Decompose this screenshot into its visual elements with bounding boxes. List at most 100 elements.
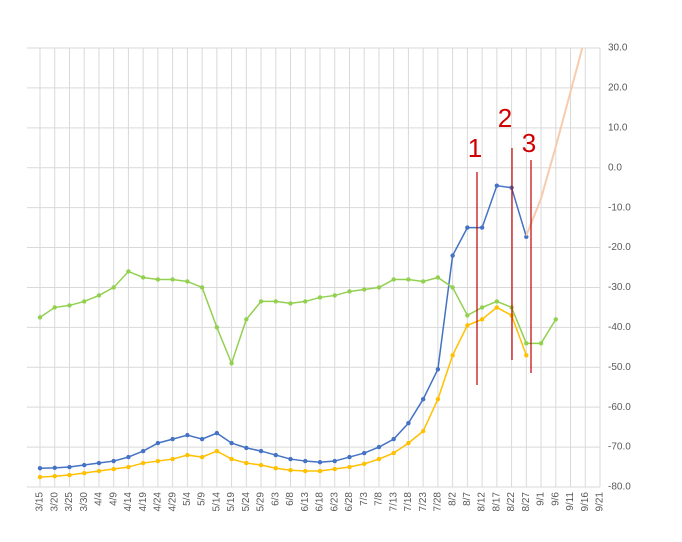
annotation: 1 <box>468 133 482 163</box>
data-point <box>376 285 382 290</box>
data-point <box>37 315 43 320</box>
x-tick-label: 4/19 <box>138 492 149 512</box>
data-point <box>435 397 441 402</box>
x-tick-label: 8/12 <box>477 492 488 512</box>
data-point <box>67 472 72 478</box>
x-tick-label: 8/2 <box>447 492 458 506</box>
data-point <box>391 436 396 442</box>
y-tick-label: 20.0 <box>608 83 628 94</box>
data-point <box>37 466 43 471</box>
data-point <box>111 466 116 472</box>
x-tick-label: 7/28 <box>433 492 444 512</box>
x-tick-label: 7/13 <box>388 492 399 512</box>
data-point <box>82 462 87 468</box>
data-point <box>524 341 529 346</box>
data-point <box>244 460 249 466</box>
data-point <box>406 440 411 446</box>
data-point <box>391 277 396 282</box>
annotation: 2 <box>498 103 512 133</box>
data-point <box>347 464 352 470</box>
data-point <box>214 430 220 436</box>
x-tick-label: 8/7 <box>462 492 473 506</box>
data-point <box>465 225 470 230</box>
data-point <box>494 305 500 310</box>
data-point <box>347 289 352 294</box>
data-point <box>288 468 293 473</box>
data-point <box>244 445 249 451</box>
data-point <box>317 460 323 465</box>
x-tick-label: 3/15 <box>35 492 46 512</box>
data-point <box>347 454 352 460</box>
x-tick-label: 5/29 <box>256 492 267 512</box>
x-tick-label: 4/14 <box>123 492 134 512</box>
data-point <box>391 450 396 456</box>
data-point <box>288 456 293 462</box>
data-point <box>288 301 293 306</box>
x-tick-label: 8/22 <box>506 492 517 512</box>
data-point <box>214 325 220 330</box>
x-tick-label: 5/4 <box>182 492 193 506</box>
data-point <box>37 474 43 480</box>
x-tick-label: 5/14 <box>211 492 222 512</box>
data-point <box>273 452 278 458</box>
x-tick-label: 9/16 <box>580 492 591 512</box>
data-point <box>199 436 205 442</box>
data-point <box>332 466 337 472</box>
data-point <box>258 462 264 468</box>
y-tick-label: -20.0 <box>608 242 631 253</box>
data-point <box>465 313 470 318</box>
data-point <box>332 458 337 464</box>
x-tick-label: 6/13 <box>300 492 311 512</box>
data-point <box>406 420 411 426</box>
y-tick-label: -60.0 <box>608 402 631 413</box>
data-point <box>52 474 57 479</box>
data-point <box>96 460 102 466</box>
data-point <box>244 317 249 322</box>
data-point <box>229 440 234 446</box>
y-tick-label: -10.0 <box>608 202 631 213</box>
data-point <box>376 456 382 462</box>
x-tick-label: 6/23 <box>329 492 340 512</box>
data-point <box>155 277 161 282</box>
x-tick-label: 5/19 <box>226 492 237 512</box>
data-point <box>82 470 87 476</box>
data-point <box>273 299 278 304</box>
data-point <box>155 440 161 446</box>
data-point <box>214 448 220 454</box>
data-point <box>362 287 367 292</box>
data-point <box>258 448 264 454</box>
data-point <box>126 269 131 274</box>
y-tick-label: -40.0 <box>608 322 631 333</box>
x-tick-label: 6/3 <box>270 492 281 506</box>
data-point <box>420 397 426 402</box>
data-point <box>96 293 102 298</box>
data-point <box>524 234 529 239</box>
x-tick-label: 7/18 <box>403 492 414 512</box>
x-tick-label: 6/18 <box>315 492 326 512</box>
data-point <box>303 468 308 474</box>
data-point <box>303 458 308 464</box>
data-point <box>229 456 234 462</box>
data-point <box>170 277 175 282</box>
x-tick-label: 4/4 <box>94 492 105 506</box>
data-point <box>140 448 146 454</box>
y-tick-label: 0.0 <box>608 162 622 173</box>
x-tick-label: 6/28 <box>344 492 355 512</box>
x-tick-label: 4/24 <box>153 492 164 512</box>
data-point <box>185 432 190 438</box>
data-point <box>465 323 470 328</box>
series-line <box>39 270 557 366</box>
data-point <box>67 464 72 470</box>
data-point <box>199 454 205 460</box>
x-tick-label: 4/29 <box>167 492 178 512</box>
series-line <box>39 184 528 469</box>
x-tick-label: 9/11 <box>565 492 576 511</box>
x-tick-label: 3/25 <box>64 492 75 512</box>
data-point <box>111 458 116 464</box>
x-tick-label: 7/8 <box>374 492 385 506</box>
data-point <box>258 299 264 304</box>
data-point <box>155 458 161 464</box>
data-point <box>67 303 72 308</box>
data-point <box>273 466 278 471</box>
data-point <box>52 305 57 310</box>
